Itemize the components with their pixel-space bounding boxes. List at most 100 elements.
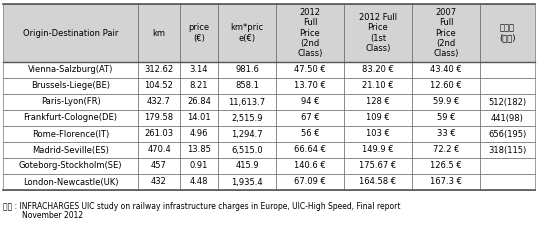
Bar	[218, 158, 276, 174]
Text: 21.10 €: 21.10 €	[362, 82, 394, 90]
Bar	[138, 174, 180, 190]
Bar	[344, 158, 412, 174]
Text: price
(€): price (€)	[189, 23, 210, 43]
Bar	[480, 78, 535, 94]
Text: 109 €: 109 €	[366, 114, 390, 123]
Text: 164.58 €: 164.58 €	[359, 177, 397, 186]
Text: Goteborg-Stockholm(SE): Goteborg-Stockholm(SE)	[19, 161, 122, 171]
Bar	[3, 174, 138, 190]
Bar	[218, 174, 276, 190]
Bar	[276, 142, 344, 158]
Bar	[138, 126, 180, 142]
Text: 13.85: 13.85	[187, 145, 211, 155]
Bar	[3, 94, 138, 110]
Text: 8.21: 8.21	[190, 82, 208, 90]
Text: 26.84: 26.84	[187, 98, 211, 106]
Text: 179.58: 179.58	[144, 114, 173, 123]
Bar	[180, 126, 218, 142]
Text: km*pric
e(€): km*pric e(€)	[230, 23, 263, 43]
Text: 67.09 €: 67.09 €	[294, 177, 326, 186]
Text: 67 €: 67 €	[301, 114, 319, 123]
Text: 3.14: 3.14	[190, 65, 208, 74]
Bar	[276, 78, 344, 94]
Text: 457: 457	[151, 161, 167, 171]
Bar	[480, 142, 535, 158]
Bar	[480, 174, 535, 190]
Bar	[480, 4, 535, 62]
Bar	[480, 110, 535, 126]
Text: 33 €: 33 €	[437, 130, 455, 139]
Bar	[480, 94, 535, 110]
Text: Brussels-Liege(BE): Brussels-Liege(BE)	[31, 82, 110, 90]
Bar	[412, 110, 480, 126]
Bar	[138, 110, 180, 126]
Text: 6,515.0: 6,515.0	[231, 145, 263, 155]
Text: 470.4: 470.4	[147, 145, 171, 155]
Text: 981.6: 981.6	[235, 65, 259, 74]
Bar	[412, 142, 480, 158]
Text: 4.96: 4.96	[190, 130, 208, 139]
Bar	[138, 142, 180, 158]
Bar	[138, 62, 180, 78]
Text: 1,294.7: 1,294.7	[231, 130, 263, 139]
Text: 167.3 €: 167.3 €	[430, 177, 462, 186]
Bar	[180, 110, 218, 126]
Text: 2012 Full
Price
(1st
Class): 2012 Full Price (1st Class)	[359, 13, 397, 53]
Text: 83.20 €: 83.20 €	[362, 65, 394, 74]
Text: Origin-Destination Pair: Origin-Destination Pair	[23, 28, 118, 38]
Bar	[276, 158, 344, 174]
Bar	[180, 4, 218, 62]
Text: 59.9 €: 59.9 €	[433, 98, 459, 106]
Text: 656(195): 656(195)	[488, 130, 527, 139]
Text: Frankfurt-Cologne(DE): Frankfurt-Cologne(DE)	[23, 114, 118, 123]
Bar	[276, 62, 344, 78]
Bar	[344, 126, 412, 142]
Text: 14.01: 14.01	[187, 114, 211, 123]
Text: 2,515.9: 2,515.9	[231, 114, 263, 123]
Bar	[412, 158, 480, 174]
Text: 432: 432	[151, 177, 167, 186]
Text: 858.1: 858.1	[235, 82, 259, 90]
Text: 94 €: 94 €	[301, 98, 319, 106]
Bar	[138, 158, 180, 174]
Text: 441(98): 441(98)	[491, 114, 524, 123]
Bar	[344, 78, 412, 94]
Bar	[180, 78, 218, 94]
Bar	[276, 110, 344, 126]
Bar	[412, 174, 480, 190]
Bar	[218, 94, 276, 110]
Bar	[276, 126, 344, 142]
Bar	[344, 142, 412, 158]
Text: 2007
Full
Price
(2nd
Class): 2007 Full Price (2nd Class)	[433, 8, 459, 58]
Bar	[344, 110, 412, 126]
Bar	[3, 62, 138, 78]
Text: 432.7: 432.7	[147, 98, 171, 106]
Bar	[344, 4, 412, 62]
Text: 59 €: 59 €	[437, 114, 455, 123]
Bar	[218, 4, 276, 62]
Bar	[138, 4, 180, 62]
Bar	[3, 78, 138, 94]
Text: 512(182): 512(182)	[488, 98, 527, 106]
Bar	[480, 126, 535, 142]
Bar	[180, 174, 218, 190]
Bar	[480, 62, 535, 78]
Text: November 2012: November 2012	[3, 211, 83, 220]
Bar	[276, 4, 344, 62]
Bar	[218, 142, 276, 158]
Bar	[344, 62, 412, 78]
Bar	[344, 174, 412, 190]
Bar	[218, 78, 276, 94]
Bar	[218, 110, 276, 126]
Bar	[138, 78, 180, 94]
Bar	[3, 110, 138, 126]
Text: 318(115): 318(115)	[488, 145, 527, 155]
Text: 1,935.4: 1,935.4	[231, 177, 263, 186]
Bar	[218, 62, 276, 78]
Text: 11,613.7: 11,613.7	[228, 98, 266, 106]
Text: Rome-Florence(IT): Rome-Florence(IT)	[32, 130, 109, 139]
Bar	[3, 142, 138, 158]
Text: km: km	[152, 28, 165, 38]
Text: 128 €: 128 €	[366, 98, 390, 106]
Bar	[180, 142, 218, 158]
